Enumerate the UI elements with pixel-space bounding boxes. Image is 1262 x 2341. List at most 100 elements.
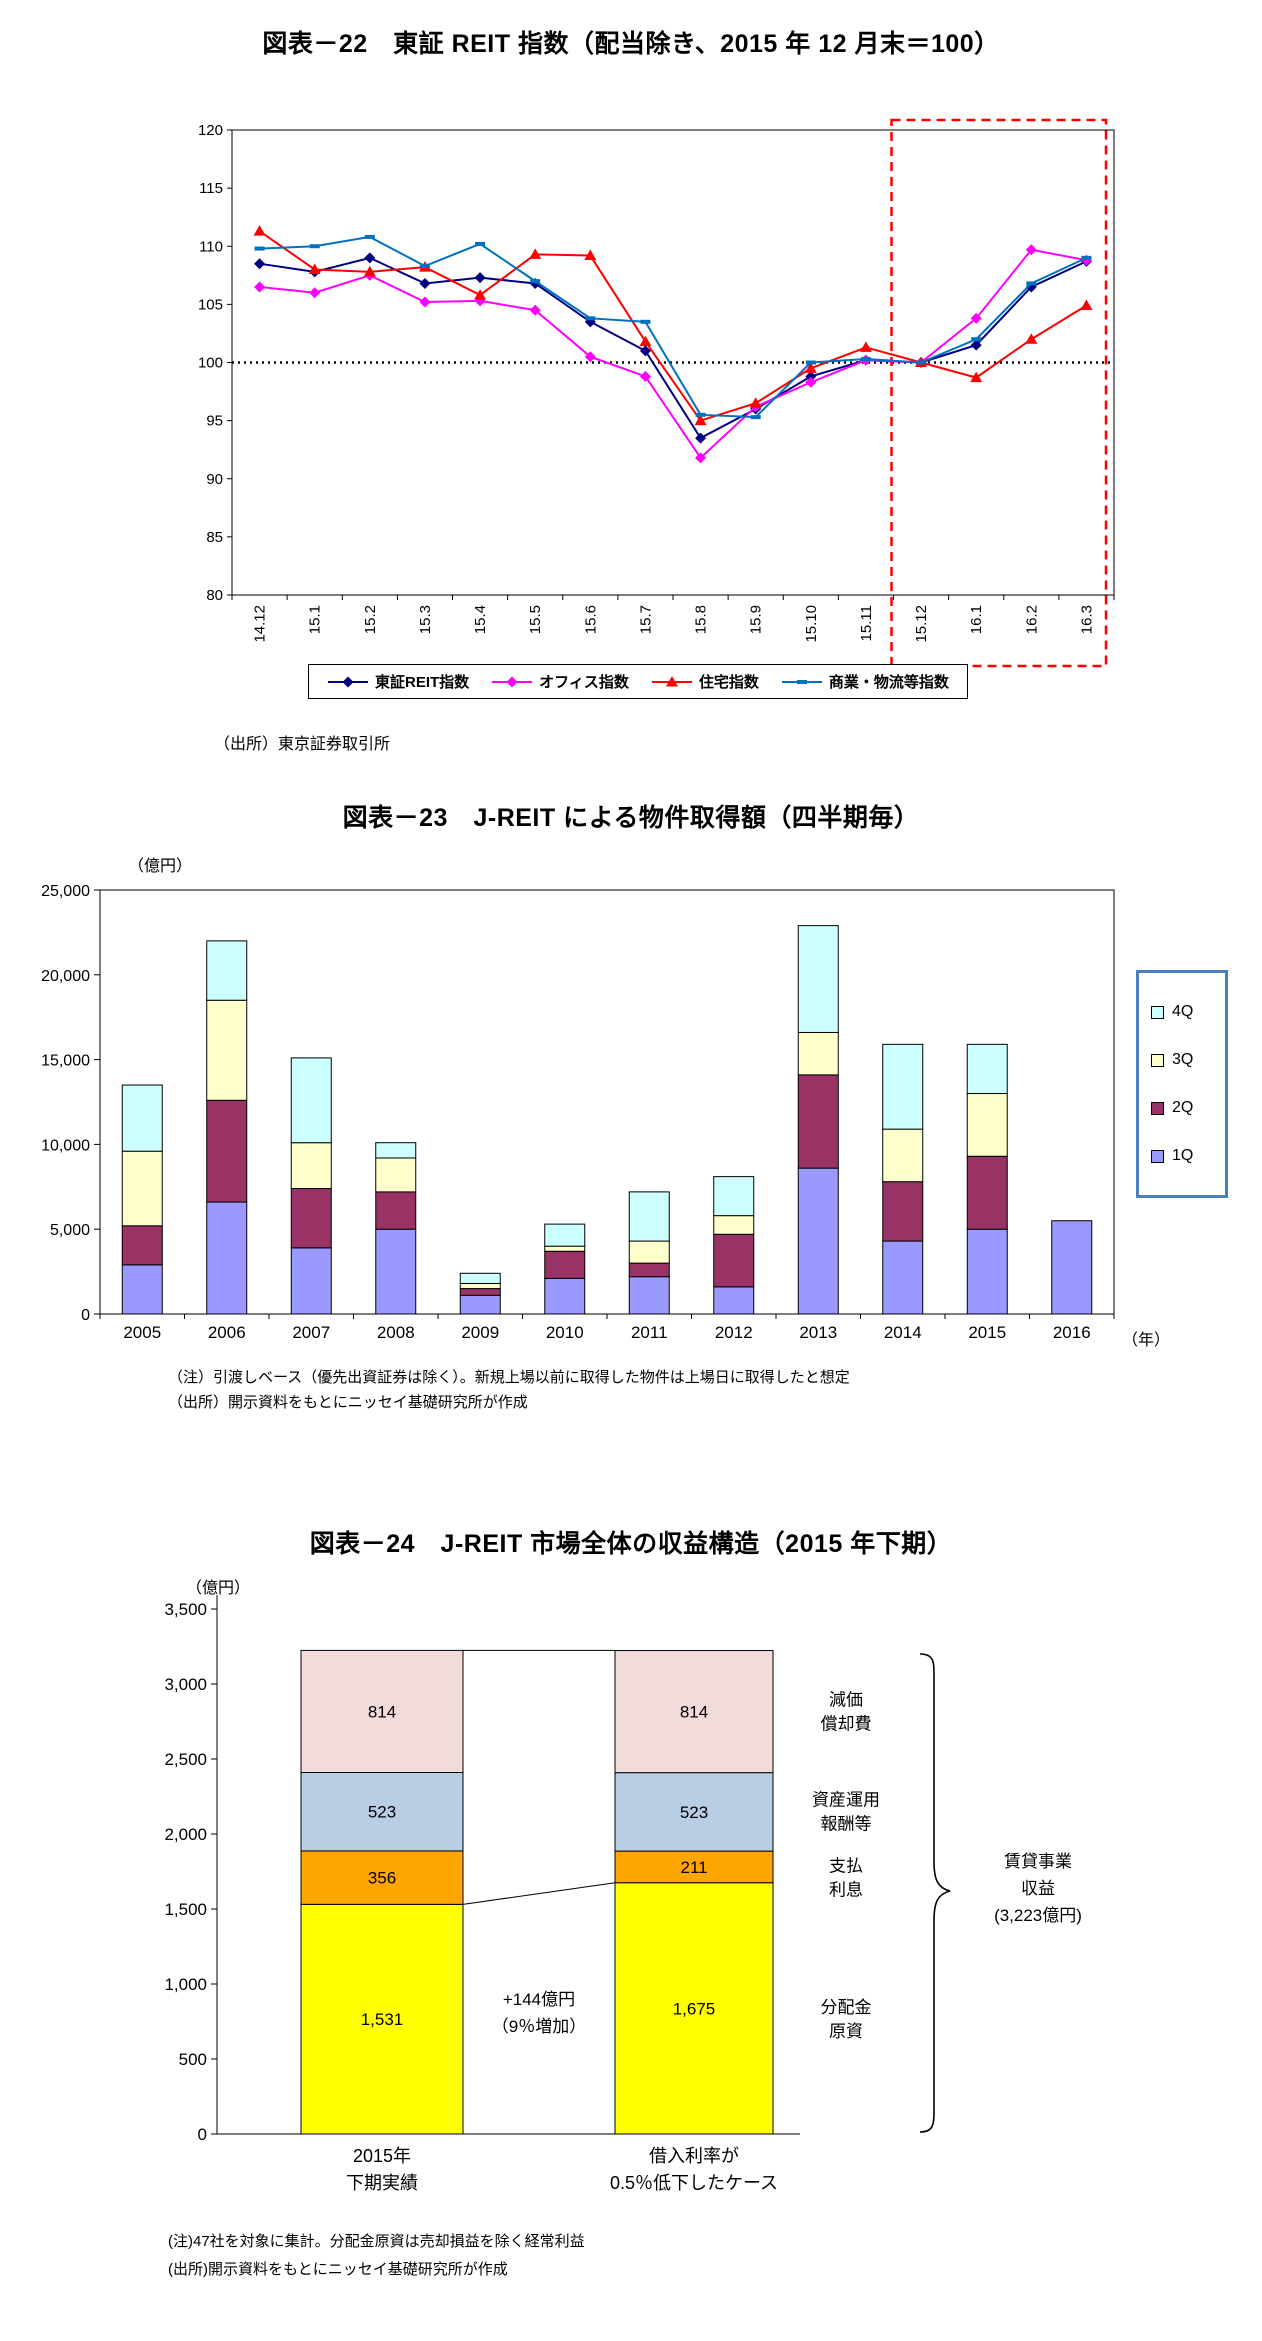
chart-rect bbox=[628, 1262, 670, 1278]
fig22-y-axis-label: 100 bbox=[198, 355, 223, 372]
fig23-y-axis-label: 5,000 bbox=[50, 1222, 90, 1239]
fig23-title: 図表－23 J-REIT による物件取得額（四半期毎） bbox=[342, 804, 920, 832]
chart-rect bbox=[614, 1882, 774, 2135]
increase-annotation: +144億円 （9％増加） bbox=[463, 1986, 615, 2040]
marker-diamond-icon bbox=[506, 676, 518, 687]
fig23-legend-label: 2Q bbox=[1172, 1099, 1194, 1116]
fig22-x-axis-label: 15.2 bbox=[362, 605, 379, 634]
fig22-y-axis-label: 85 bbox=[206, 529, 223, 546]
fig23-x-unit-label: （年） bbox=[1122, 1332, 1171, 1349]
fig24-y-unit-label: （億円） bbox=[186, 1580, 251, 1597]
marker-dash-icon bbox=[750, 415, 761, 420]
fig24-segment-name-label: 報酬等 bbox=[821, 1815, 872, 1834]
chart-rect bbox=[459, 1294, 501, 1315]
chart-rect bbox=[713, 1233, 755, 1288]
chart-rect bbox=[966, 1043, 1008, 1095]
chart-rect bbox=[300, 1772, 464, 1852]
fig22-x-axis-label: 15.12 bbox=[913, 605, 930, 643]
chart-rect bbox=[375, 1191, 417, 1230]
fig23-y-axis-label: 15,000 bbox=[41, 1053, 90, 1070]
marker-dash-icon bbox=[916, 360, 927, 365]
chart-rect bbox=[121, 1225, 163, 1266]
chart-rect bbox=[290, 1247, 332, 1315]
fig22-legend-item: オフィス指数 bbox=[491, 671, 629, 692]
fig24-brace-icon bbox=[919, 1653, 951, 2133]
marker-dash-icon bbox=[364, 234, 375, 239]
fig22-legend-item: 住宅指数 bbox=[651, 671, 759, 692]
marker-dash-icon bbox=[254, 246, 265, 251]
fig23-note-2: （出所）開示資料をもとにニッセイ基礎研究所が作成 bbox=[168, 1394, 528, 1411]
chart-rect bbox=[713, 1286, 755, 1315]
chart-rect bbox=[206, 1099, 248, 1203]
fig23-x-axis-label: 2010 bbox=[546, 1323, 584, 1342]
marker-diamond-icon bbox=[695, 452, 707, 464]
fig23-y-axis-label: 25,000 bbox=[41, 883, 90, 900]
marker-triangle-icon bbox=[1025, 333, 1038, 344]
fig22-x-axis-label: 15.9 bbox=[748, 605, 765, 634]
fig23-legend-item: 4Q bbox=[1151, 1003, 1225, 1021]
chart-rect bbox=[544, 1223, 586, 1247]
fig24-y-axis-label: 2,500 bbox=[164, 1750, 207, 1769]
marker-dash-icon bbox=[419, 264, 430, 269]
fig24-title: 図表－24 J-REIT 市場全体の収益構造（2015 年下期） bbox=[309, 1530, 953, 1558]
fig23-y-axis-label: 10,000 bbox=[41, 1137, 90, 1154]
chart-rect bbox=[121, 1264, 163, 1315]
fig23-x-axis-label: 2007 bbox=[292, 1323, 330, 1342]
fig24-segment-value: 523 bbox=[368, 1803, 396, 1822]
marker-diamond-icon bbox=[1025, 244, 1037, 256]
fig22-legend-swatch-icon bbox=[328, 676, 368, 687]
fig24-segment-name-label: 分配金 bbox=[821, 1998, 872, 2017]
marker-triangle-icon bbox=[694, 414, 707, 426]
fig22-x-axis-label: 16.1 bbox=[968, 605, 985, 634]
chart-rect bbox=[614, 1850, 774, 1884]
fig22-x-axis-label: 15.8 bbox=[693, 605, 710, 634]
chart-rect bbox=[614, 1650, 774, 1774]
marker-diamond-icon bbox=[639, 370, 651, 382]
chart-rect bbox=[206, 940, 248, 1001]
chart-rect bbox=[882, 1181, 924, 1242]
fig24-segment-value: 523 bbox=[680, 1803, 708, 1822]
fig23-legend: 4Q 3Q 2Q 1Q bbox=[1136, 970, 1228, 1198]
chart-rect bbox=[121, 1084, 163, 1152]
fig24-segment-value: 814 bbox=[368, 1702, 396, 1721]
marker-triangle-icon bbox=[804, 362, 817, 373]
fig23-note-1: （注）引渡しベース（優先出資証券は除く）。新規上場以前に取得した物件は上場日に取… bbox=[168, 1369, 850, 1386]
fig22-legend: 東証REIT指数 オフィス指数 住宅指数 商業・物流等指数 bbox=[308, 664, 968, 699]
fig23-y-unit-label: （億円） bbox=[128, 858, 193, 875]
chart-rect bbox=[121, 1150, 163, 1227]
fig22-title: 図表－22 東証 REIT 指数（配当除き、2015 年 12 月末＝100） bbox=[262, 30, 1000, 58]
fig24-segment-value: 356 bbox=[368, 1869, 396, 1888]
fig23-legend-swatch-icon bbox=[1151, 1053, 1164, 1067]
chart-rect bbox=[797, 925, 839, 1033]
chart-rect bbox=[459, 1282, 501, 1290]
fig23-x-axis-label: 2008 bbox=[377, 1323, 415, 1342]
fig23-legend-label: 1Q bbox=[1172, 1147, 1194, 1164]
marker-triangle-icon bbox=[363, 265, 376, 277]
marker-triangle-icon bbox=[859, 341, 872, 352]
fig22-x-axis-label: 15.7 bbox=[637, 605, 654, 634]
chart-rect bbox=[628, 1276, 670, 1315]
fig22-x-axis-label: 16.3 bbox=[1078, 605, 1095, 634]
marker-diamond-icon bbox=[805, 376, 817, 388]
marker-diamond-icon bbox=[695, 432, 707, 444]
fig24-x-category-label: 2015年 bbox=[353, 2146, 411, 2166]
chart-rect bbox=[614, 1772, 774, 1852]
chart-rect bbox=[300, 1649, 464, 1774]
fig22-x-axis-label: 15.4 bbox=[472, 605, 489, 634]
fig23-x-axis-label: 2006 bbox=[208, 1323, 246, 1342]
marker-diamond-icon bbox=[342, 676, 354, 687]
fig22-legend-label: 住宅指数 bbox=[698, 674, 759, 691]
fig24-segment-name-label: 利息 bbox=[829, 1881, 863, 1900]
fig22-legend-item: 東証REIT指数 bbox=[327, 671, 469, 692]
fig22-legend-item: 商業・物流等指数 bbox=[781, 671, 949, 692]
fig22-y-axis-label: 90 bbox=[206, 471, 223, 488]
fig23-legend-label: 4Q bbox=[1172, 1003, 1194, 1020]
marker-diamond-icon bbox=[805, 370, 817, 382]
fig22-legend-swatch-icon bbox=[492, 676, 533, 687]
chart-rect bbox=[628, 1240, 670, 1264]
marker-dash-icon bbox=[971, 337, 982, 342]
fig23-x-axis-label: 2005 bbox=[123, 1323, 161, 1342]
marker-diamond-icon bbox=[364, 252, 376, 264]
fig22-legend-swatch-icon bbox=[651, 675, 692, 686]
